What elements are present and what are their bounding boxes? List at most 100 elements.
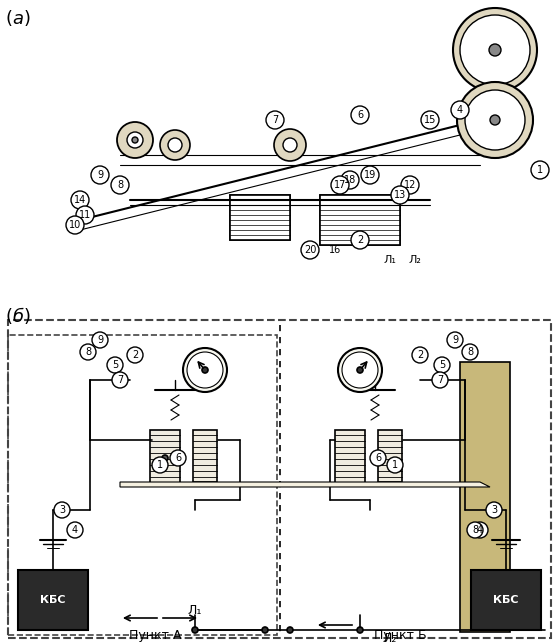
- Circle shape: [67, 522, 83, 538]
- Bar: [320, 195, 400, 245]
- Text: 4: 4: [477, 525, 483, 535]
- Text: КБС: КБС: [40, 595, 66, 605]
- Text: 2: 2: [357, 235, 363, 245]
- Circle shape: [490, 115, 500, 125]
- Circle shape: [401, 176, 419, 194]
- Text: 7: 7: [117, 375, 123, 385]
- Text: 1: 1: [157, 460, 163, 470]
- Circle shape: [111, 176, 129, 194]
- Text: Л₂: Л₂: [409, 255, 421, 265]
- Text: 5: 5: [112, 360, 118, 370]
- Text: 14: 14: [74, 195, 86, 205]
- Circle shape: [262, 627, 268, 633]
- Circle shape: [465, 90, 525, 150]
- Circle shape: [370, 450, 386, 466]
- Text: 2: 2: [132, 350, 138, 360]
- Text: Пункт Б: Пункт Б: [373, 629, 427, 641]
- Circle shape: [187, 352, 223, 388]
- Text: 10: 10: [69, 220, 81, 230]
- Bar: [150, 430, 180, 485]
- Circle shape: [447, 332, 463, 348]
- Text: 8: 8: [472, 525, 478, 535]
- Bar: [8, 320, 551, 638]
- Circle shape: [472, 522, 488, 538]
- Circle shape: [117, 122, 153, 158]
- Circle shape: [460, 15, 530, 85]
- Circle shape: [351, 231, 369, 249]
- Text: 5: 5: [439, 360, 445, 370]
- Text: 4: 4: [457, 105, 463, 115]
- Bar: [193, 430, 217, 482]
- Circle shape: [467, 522, 483, 538]
- Polygon shape: [30, 362, 530, 412]
- Text: 7: 7: [272, 115, 278, 125]
- Text: 6: 6: [357, 110, 363, 120]
- Circle shape: [170, 450, 186, 466]
- Text: 6: 6: [375, 453, 381, 463]
- Text: 9: 9: [97, 335, 103, 345]
- Circle shape: [361, 166, 379, 184]
- Text: 18: 18: [344, 175, 356, 185]
- Bar: [230, 195, 290, 240]
- Text: 13: 13: [394, 190, 406, 200]
- Text: 2: 2: [417, 350, 423, 360]
- Circle shape: [112, 372, 128, 388]
- Circle shape: [301, 241, 319, 259]
- Circle shape: [432, 372, 448, 388]
- Text: 3: 3: [59, 505, 65, 515]
- Circle shape: [66, 216, 84, 234]
- Text: 15: 15: [424, 115, 436, 125]
- Circle shape: [127, 347, 143, 363]
- Circle shape: [71, 191, 89, 209]
- Circle shape: [132, 137, 138, 143]
- Bar: [8, 335, 277, 635]
- Text: 11: 11: [79, 210, 91, 220]
- Circle shape: [489, 44, 501, 56]
- Text: 8: 8: [117, 180, 123, 190]
- Bar: [320, 195, 400, 245]
- Text: $\it{(a)}$: $\it{(a)}$: [5, 8, 31, 28]
- Circle shape: [357, 367, 363, 373]
- Text: 17: 17: [334, 180, 346, 190]
- Text: 19: 19: [364, 170, 376, 180]
- Text: 3: 3: [491, 505, 497, 515]
- Text: 1: 1: [392, 460, 398, 470]
- Circle shape: [92, 332, 108, 348]
- Circle shape: [351, 106, 369, 124]
- Text: 20: 20: [304, 245, 316, 255]
- Circle shape: [341, 171, 359, 189]
- Circle shape: [457, 82, 533, 158]
- Text: 7: 7: [437, 375, 443, 385]
- Circle shape: [162, 455, 168, 461]
- Text: 8: 8: [85, 347, 91, 357]
- Text: КБС: КБС: [41, 595, 65, 605]
- Circle shape: [531, 161, 549, 179]
- Circle shape: [266, 111, 284, 129]
- Text: $\it{(б)}$: $\it{(б)}$: [5, 304, 31, 325]
- Circle shape: [338, 348, 382, 392]
- Circle shape: [331, 176, 349, 194]
- Circle shape: [287, 627, 293, 633]
- Circle shape: [80, 344, 96, 360]
- Circle shape: [160, 130, 190, 160]
- Text: 1: 1: [537, 165, 543, 175]
- Bar: [471, 570, 541, 630]
- Bar: [18, 570, 88, 630]
- Circle shape: [183, 348, 227, 392]
- Polygon shape: [70, 412, 520, 542]
- Text: 16: 16: [329, 245, 341, 255]
- Text: 4: 4: [72, 525, 78, 535]
- Circle shape: [192, 627, 198, 633]
- Text: 12: 12: [404, 180, 416, 190]
- Circle shape: [391, 186, 409, 204]
- Bar: [230, 195, 290, 240]
- Circle shape: [434, 357, 450, 373]
- Circle shape: [387, 457, 403, 473]
- Circle shape: [342, 352, 378, 388]
- Circle shape: [421, 111, 439, 129]
- Circle shape: [91, 166, 109, 184]
- Text: Л₂: Л₂: [383, 632, 397, 642]
- Circle shape: [54, 502, 70, 518]
- Circle shape: [274, 129, 306, 161]
- Polygon shape: [120, 482, 490, 487]
